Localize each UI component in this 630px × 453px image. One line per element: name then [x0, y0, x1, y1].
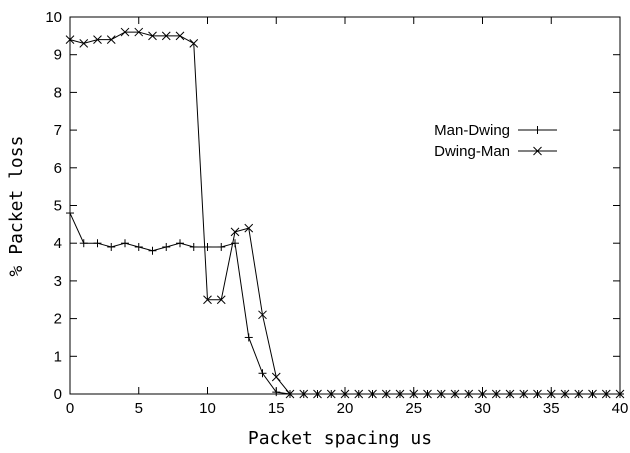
point-man-dwing [162, 242, 171, 251]
point-dwing-man [271, 372, 281, 382]
point-dwing-man [436, 389, 446, 399]
tick-labels: 0 5 10 15 20 25 30 35 40 0 1 2 3 4 5 6 7 8 9 10 [45, 9, 628, 417]
y-axis-title: % Packet loss [6, 136, 27, 277]
point-dwing-man [519, 389, 529, 399]
point-dwing-man [134, 27, 144, 37]
point-dwing-man [106, 35, 116, 44]
y-tick-label: 1 [54, 348, 62, 365]
point-dwing-man [216, 295, 226, 305]
point-man-dwing [93, 239, 102, 248]
point-dwing-man [601, 389, 611, 399]
point-dwing-man [615, 389, 625, 399]
point-dwing-man [258, 310, 267, 320]
x-tick-label: 25 [405, 400, 422, 417]
x-tick-label: 30 [474, 400, 491, 417]
point-dwing-man [65, 35, 75, 44]
point-dwing-man [560, 389, 570, 399]
point-man-dwing [244, 333, 253, 342]
y-tick-label: 3 [54, 273, 62, 290]
point-dwing-man [368, 389, 377, 399]
legend-label: Dwing-Man [434, 143, 510, 160]
legend-marker [533, 126, 542, 134]
point-dwing-man [203, 295, 212, 305]
point-dwing-man [574, 389, 584, 399]
y-tick-label: 6 [54, 160, 62, 177]
x-axis-title: Packet spacing us [248, 428, 432, 449]
x-tick-label: 15 [268, 400, 285, 417]
y-tick-label: 2 [54, 311, 62, 328]
point-man-dwing [79, 239, 88, 248]
point-dwing-man [299, 389, 309, 399]
y-tick-label: 9 [54, 47, 62, 64]
legend: Man-Dwing Dwing-Man [434, 122, 557, 160]
point-dwing-man [450, 389, 460, 399]
y-tick-label: 5 [54, 198, 62, 215]
x-tick-label: 10 [199, 400, 216, 417]
point-man-dwing [217, 242, 226, 251]
axis-ticks [69, 16, 621, 395]
plot-frame [69, 16, 621, 395]
series-line-man-dwing [69, 212, 620, 395]
point-dwing-man [285, 389, 295, 399]
point-man-dwing [189, 242, 198, 251]
y-tick-label: 4 [54, 235, 62, 252]
point-dwing-man [340, 389, 350, 399]
series-group [65, 27, 625, 399]
point-dwing-man [464, 389, 474, 399]
point-dwing-man [120, 27, 130, 37]
point-dwing-man [79, 39, 89, 48]
y-tick-label: 10 [45, 9, 62, 26]
point-man-dwing [258, 369, 267, 378]
point-dwing-man [189, 39, 199, 48]
point-dwing-man [423, 389, 432, 399]
point-man-dwing [176, 239, 184, 248]
legend-entry-man-dwing: Man-Dwing [434, 122, 557, 139]
point-man-dwing [121, 239, 129, 248]
point-dwing-man [546, 389, 556, 399]
x-tick-label: 20 [337, 400, 354, 417]
point-dwing-man [244, 223, 254, 233]
legend-marker [533, 146, 542, 156]
x-tick-label: 40 [612, 400, 629, 417]
point-dwing-man [409, 389, 419, 399]
y-tick-label: 7 [54, 122, 62, 139]
point-dwing-man [491, 389, 501, 399]
point-dwing-man [326, 389, 336, 399]
point-dwing-man [93, 35, 102, 44]
point-dwing-man [533, 389, 542, 399]
series-line-dwing-man [69, 31, 620, 395]
point-dwing-man [505, 389, 515, 399]
point-dwing-man [588, 389, 597, 399]
point-man-dwing [148, 246, 157, 255]
y-tick-label: 0 [54, 386, 62, 403]
point-dwing-man [354, 389, 364, 399]
point-dwing-man [148, 31, 157, 41]
point-dwing-man [313, 389, 322, 399]
series-dwing-man [65, 27, 625, 399]
point-man-dwing [134, 242, 143, 251]
point-man-dwing [107, 242, 116, 251]
point-dwing-man [175, 31, 185, 41]
point-man-dwing [272, 388, 281, 397]
point-dwing-man [395, 389, 405, 399]
point-man-dwing [66, 209, 74, 218]
point-dwing-man [230, 227, 240, 237]
x-tick-label: 35 [543, 400, 560, 417]
x-tick-label: 0 [66, 400, 74, 417]
x-tick-label: 5 [135, 400, 143, 417]
point-dwing-man [478, 389, 487, 399]
legend-entry-dwing-man: Dwing-Man [434, 143, 557, 160]
legend-label: Man-Dwing [434, 122, 510, 139]
point-dwing-man [161, 31, 171, 41]
series-man-dwing [66, 209, 624, 398]
y-tick-label: 8 [54, 84, 62, 101]
point-dwing-man [381, 389, 391, 399]
